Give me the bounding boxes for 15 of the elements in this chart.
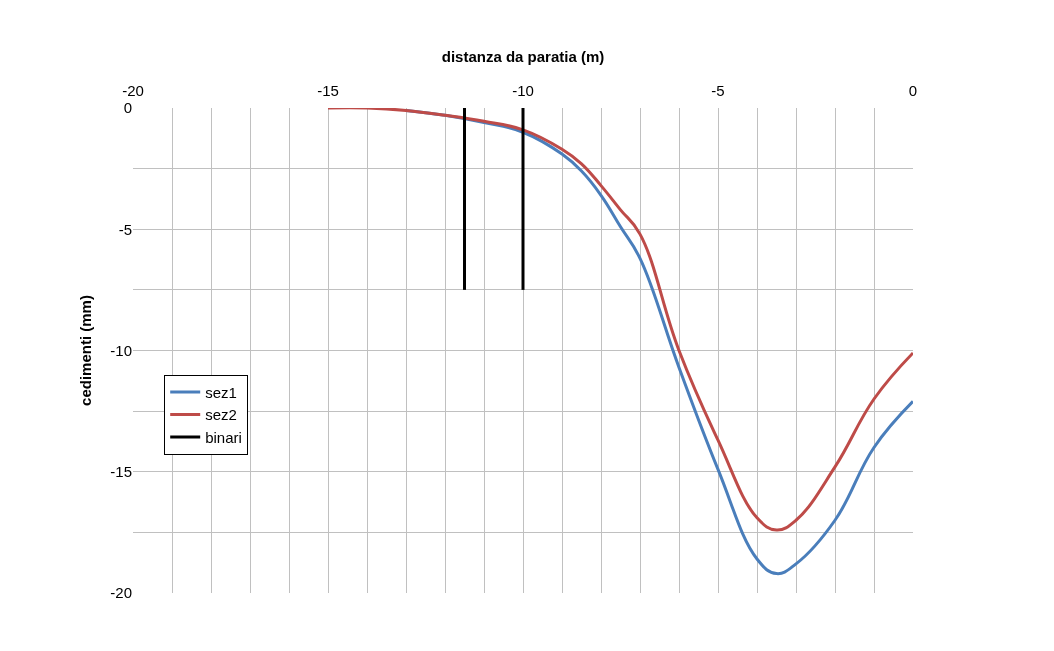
y-axis-title: cedimenti (mm) xyxy=(76,295,94,406)
x-axis-title: distanza da paratia (m) xyxy=(441,48,605,66)
y-tick-label: 0 xyxy=(123,99,132,117)
x-tick-label: 0 xyxy=(908,82,918,99)
x-tick-label: -10 xyxy=(512,82,534,99)
legend-label: binari xyxy=(205,428,242,446)
y-tick-label: -20 xyxy=(110,584,132,602)
x-tick-label: -5 xyxy=(711,82,725,99)
x-tick-label: -15 xyxy=(317,82,339,99)
y-tick-label: -15 xyxy=(110,463,132,480)
legend-label: sez1 xyxy=(205,383,237,401)
line-series xyxy=(326,108,913,532)
y-tick-label: -5 xyxy=(118,220,132,238)
y-tick-label: -10 xyxy=(110,341,132,359)
legend-label: sez2 xyxy=(205,406,237,424)
